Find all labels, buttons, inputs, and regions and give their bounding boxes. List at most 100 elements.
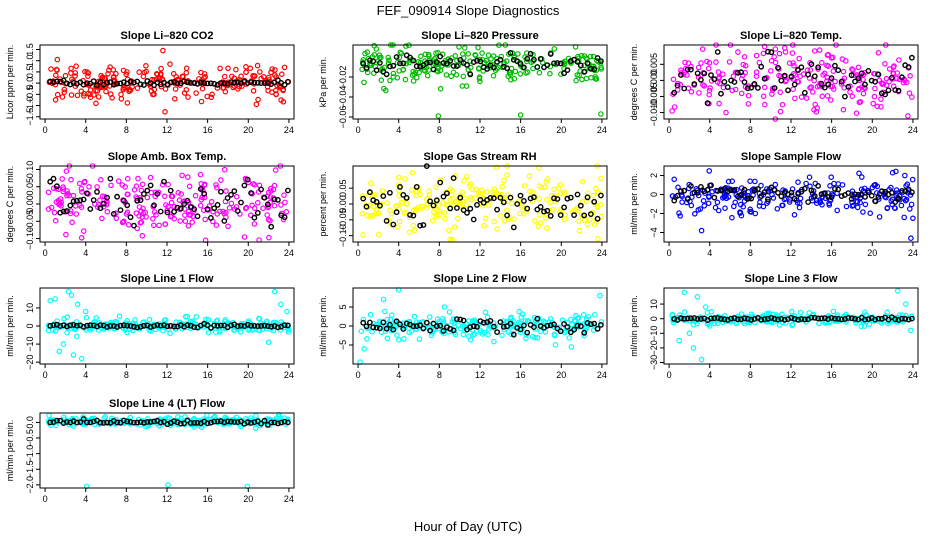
sample-point <box>381 308 388 315</box>
mean-point <box>828 314 835 321</box>
sample-point <box>72 73 78 79</box>
sample-point <box>786 199 793 205</box>
sample-point <box>160 327 166 334</box>
mean-point <box>487 317 494 324</box>
mean-point <box>902 315 909 322</box>
sample-point <box>403 60 410 67</box>
sample-point <box>79 189 85 195</box>
sample-point <box>883 75 890 82</box>
sample-point <box>199 85 206 92</box>
sample-point <box>753 52 760 59</box>
sample-point <box>543 178 550 185</box>
mean-point <box>875 71 882 78</box>
sample-point <box>477 327 484 334</box>
sample-point <box>763 310 770 317</box>
sample-point <box>770 195 777 201</box>
mean-point <box>821 190 828 197</box>
sample-point <box>872 85 878 92</box>
mean-point <box>137 323 144 330</box>
mean-point <box>821 84 828 91</box>
sample-point <box>671 104 678 110</box>
sample-point <box>544 196 550 203</box>
sample-point <box>518 314 525 320</box>
x-tick-label: 4 <box>83 370 88 380</box>
mean-point <box>117 207 124 214</box>
sample-point <box>532 218 538 224</box>
mean-point <box>892 87 899 93</box>
sample-point <box>777 108 784 115</box>
mean-point <box>144 419 151 425</box>
mean-point <box>738 316 744 323</box>
sample-point <box>858 174 865 180</box>
sample-point <box>401 210 407 216</box>
mean-point <box>531 56 537 63</box>
outlier-point <box>698 227 705 234</box>
mean-point <box>221 80 228 86</box>
sample-point <box>479 202 486 209</box>
x-tick-label: 20 <box>867 248 877 258</box>
sample-point <box>278 97 284 103</box>
mean-point <box>768 49 775 56</box>
mean-point <box>858 70 865 77</box>
y-tick-label: −0.10 <box>338 224 348 247</box>
data-points <box>669 168 916 242</box>
mean-point <box>457 57 464 63</box>
sample-point <box>849 66 855 72</box>
mean-point <box>591 320 598 327</box>
sample-point <box>591 311 598 318</box>
mean-point <box>778 77 785 84</box>
mean-point <box>674 82 681 89</box>
mean-point <box>274 420 281 427</box>
y-axis-label: percent per min. <box>318 171 328 236</box>
mean-point <box>110 210 117 217</box>
y-tick-label: −0.5 <box>25 85 35 103</box>
mean-point <box>588 65 594 72</box>
sample-point <box>249 202 255 209</box>
mean-point <box>187 80 194 86</box>
sample-point <box>791 212 798 218</box>
sample-point <box>529 189 536 195</box>
sample-point <box>867 210 874 217</box>
sample-point <box>733 186 740 193</box>
sample-point <box>168 199 175 206</box>
outlier-point <box>275 411 282 418</box>
sample-point <box>748 209 755 215</box>
mean-point <box>899 187 905 194</box>
sample-point <box>676 312 683 318</box>
y-tick-label: 0 <box>649 192 659 197</box>
mean-point <box>474 57 480 64</box>
sample-point <box>738 90 745 97</box>
sample-point <box>807 85 813 91</box>
mean-point <box>464 209 470 216</box>
mean-point <box>440 193 447 200</box>
sample-point <box>169 213 175 220</box>
sample-point <box>884 309 891 316</box>
sample-point <box>909 94 915 100</box>
mean-point <box>228 322 234 329</box>
mean-point <box>671 197 678 204</box>
outlier-point <box>702 304 709 310</box>
outlier-point <box>63 168 70 175</box>
sample-point <box>779 101 786 108</box>
sample-point <box>752 178 758 185</box>
mean-point <box>551 60 557 67</box>
data-points <box>359 163 605 243</box>
mean-point <box>577 62 584 69</box>
mean-point <box>895 87 902 94</box>
mean-point <box>97 419 104 426</box>
sample-point <box>481 222 488 229</box>
mean-point <box>157 208 164 215</box>
x-tick-label: 12 <box>786 248 796 258</box>
mean-point <box>224 418 231 425</box>
sample-point <box>866 321 873 327</box>
sample-point <box>463 202 469 208</box>
x-tick-label: 8 <box>124 494 129 504</box>
outlier-point <box>461 45 468 51</box>
sample-point <box>171 203 178 210</box>
sample-point <box>824 93 831 99</box>
mean-point <box>383 325 390 332</box>
sample-point <box>423 204 430 211</box>
sample-point <box>459 83 466 89</box>
y-tick-label: −0.5 <box>25 429 35 447</box>
x-tick-label: 12 <box>162 370 172 380</box>
